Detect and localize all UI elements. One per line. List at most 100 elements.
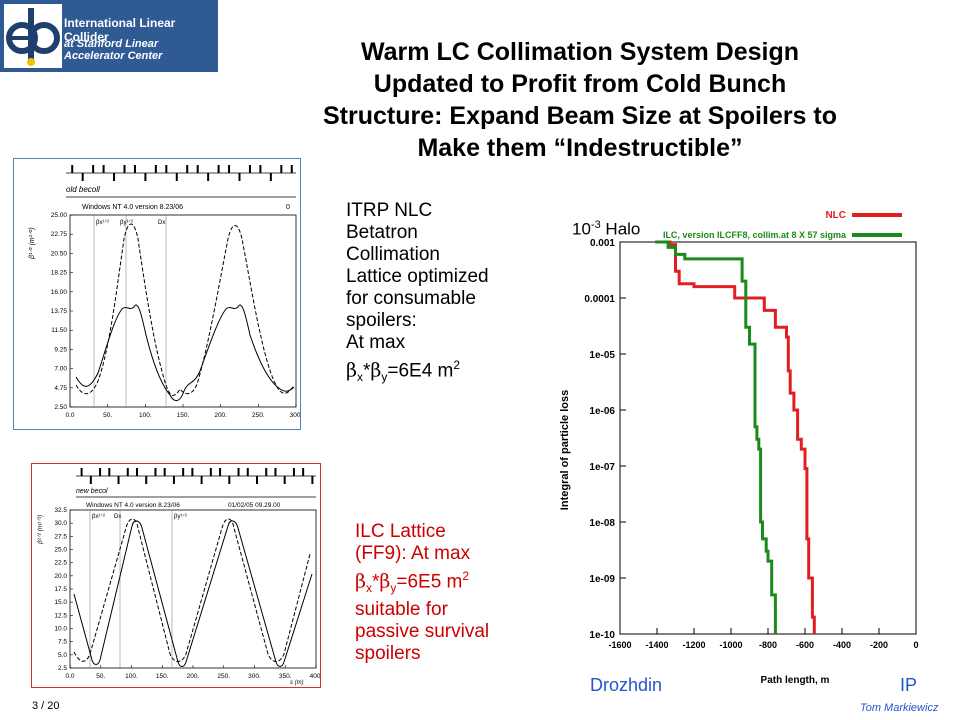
title-line-2: Updated to Profit from Cold Bunch	[373, 70, 787, 98]
drozhdin-label: Drozhdin	[590, 675, 663, 695]
particle-loss-chart: Integral of particle loss Path length, m…	[540, 200, 960, 700]
ee-logo-mark	[4, 4, 62, 68]
logo-line-1: International Linear Collider	[64, 16, 176, 44]
chart-frame	[619, 241, 917, 635]
plot1-frame	[69, 214, 297, 408]
plot1-magnet	[196, 165, 199, 173]
plot1-magnet	[207, 173, 210, 181]
plot1-magnet	[217, 165, 220, 173]
plot1-solid-curve	[75, 304, 295, 401]
halo-exp: -3	[590, 219, 601, 231]
itrp-line-1: ITRP NLC	[346, 200, 433, 221]
itrp-note: ITRP NLC Betatron Collimation Lattice op…	[346, 200, 536, 388]
title-line-4: Make them “Indestructible”	[417, 134, 743, 162]
plot1-magnet	[238, 173, 241, 181]
plot1-ytick-label: 13.75	[51, 308, 68, 315]
plot2-dashed-curve	[73, 518, 311, 662]
plot2-frame	[69, 509, 317, 669]
series-line-ilc	[655, 240, 777, 634]
chart-xtick-label: -1000	[719, 640, 742, 650]
plot1-xtick-label: 200.	[214, 412, 227, 419]
plot2-xtick-label: 0.0	[65, 673, 74, 680]
itrp-line-3: Collimation	[346, 244, 440, 265]
plot1-magnet	[113, 173, 116, 181]
chart-xtick-label: 0	[913, 640, 918, 650]
chart-xtick-label: -1600	[608, 640, 631, 650]
plot2-ytick-label: 30.0	[54, 520, 67, 527]
plot1-xtick-label: 100.	[139, 412, 152, 419]
ilc-formula-value: =6E5 m	[396, 571, 463, 593]
plot2-magnet	[117, 476, 120, 484]
legend-label-ilc: ILC, version ILCFF8, collim.at 8 X 57 si…	[663, 230, 847, 240]
ilc-line-2: (FF9): At max	[355, 543, 471, 564]
plot2-xtick-label: 100.	[125, 673, 138, 680]
plot2-magnet	[108, 468, 111, 476]
plot1-corner: 0	[286, 204, 290, 211]
plot2-ytick-label: 7.5	[58, 639, 67, 646]
plot1-ytick-label: 4.75	[54, 385, 67, 392]
plot2-ylabel: β¹ᐟ² (m¹ᐟ²)	[37, 515, 44, 545]
plot2-ytick-label: 25.0	[54, 547, 67, 554]
plot2-date: 01/02/05 09.29.00	[228, 502, 281, 509]
plot1-magnet	[165, 165, 168, 173]
chart-xtick-label: -1400	[645, 640, 668, 650]
plot1-xtick-label: 300.	[290, 412, 300, 419]
plot1-ytick-label: 20.50	[51, 250, 68, 257]
plot2-ytick-label: 10.0	[54, 626, 67, 633]
plot2-xtick-label: 300.	[248, 673, 261, 680]
chart-ytick-label: 0.0001	[584, 294, 615, 305]
plot2-magnet	[89, 476, 92, 484]
plot2-ytick-label: 2.5	[58, 665, 67, 672]
plot2-magnet	[191, 468, 194, 476]
plot1-ytick-label: 18.25	[51, 270, 68, 277]
plot2-magnet	[256, 476, 258, 484]
plot2-solid-curve	[73, 520, 313, 667]
plot1-xtick-label: 250.	[252, 412, 265, 419]
plot2-magnet	[265, 468, 268, 476]
plot2-magnet	[99, 468, 102, 476]
plot2-marker-bx: βx¹ᐟ²	[92, 513, 105, 520]
plot2-markers: βx¹ᐟ² Dx βy¹ᐟ²	[89, 510, 187, 668]
plot2-magnet	[311, 476, 314, 484]
plot2-xtick-label: 50.	[96, 673, 105, 680]
plot2-magnet	[274, 468, 277, 476]
series-line-nlc	[657, 240, 816, 634]
halo-word: Halo	[600, 219, 641, 239]
plot2-magnet	[182, 468, 185, 476]
plot2-magnet	[80, 468, 83, 476]
chart-xlabel: Path length, m	[761, 675, 830, 686]
chart-xtick-label: -1200	[682, 640, 705, 650]
plot2-xtick-label: 150.	[156, 673, 169, 680]
plot2-magnet	[237, 468, 240, 476]
halo-annotation: 10-3 Halo	[572, 219, 640, 240]
magnet-lattice-strip-2	[76, 468, 316, 484]
chart-ylabel: Integral of particle loss	[559, 390, 571, 510]
ilc-tail-3: spoilers	[355, 643, 421, 665]
legend-label-nlc: NLC	[825, 210, 846, 221]
plot1-magnet	[144, 173, 147, 181]
ilc-tail-1: suitable for	[355, 599, 448, 621]
itrp-line-5: for consumable	[346, 288, 476, 309]
ilc-note: ILC Lattice (FF9): At max βx*βy=6E5 m2 s…	[355, 521, 535, 665]
plot2-marker-dx: Dx	[114, 514, 121, 520]
plot2-magnet	[136, 468, 138, 476]
plot1-magnet	[102, 165, 105, 173]
plot2-xtick-label: 250.	[217, 673, 230, 680]
chart-ytick-label: 1e-10	[589, 630, 615, 641]
chart-ytick-label: 1e-09	[589, 574, 615, 585]
plot1-ytick-label: 9.25	[54, 346, 67, 353]
itrp-line-4: Lattice optimized	[346, 266, 489, 287]
itrp-formula-value: =6E4 m	[387, 360, 454, 382]
plot1-markers: βx¹ᐟ² βy¹ᐟ² Dx	[93, 215, 167, 407]
plot2-magnet	[163, 468, 166, 476]
plot1-marker-bx: βx¹ᐟ²	[96, 219, 109, 226]
nlc-lattice-plot: old becoll Windows NT 4.0 version 8.23/0…	[13, 158, 303, 430]
plot1-ylabel: β¹ᐟ² (m¹ᐟ²)	[29, 227, 36, 260]
chart-xtick-label: -600	[796, 640, 814, 650]
plot2-version: Windows NT 4.0 version 8.23/06	[86, 502, 180, 509]
plot2-magnet	[200, 476, 203, 484]
chart-ytick-label: 1e-07	[589, 462, 615, 473]
plot2-name: new becol	[76, 488, 108, 495]
magnet-lattice-strip	[66, 165, 296, 181]
author-name: Tom Markiewicz	[860, 702, 939, 714]
